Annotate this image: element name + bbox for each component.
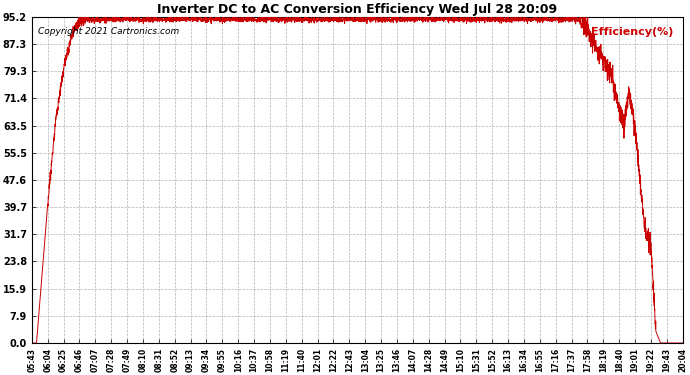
Text: Efficiency(%): Efficiency(%) bbox=[591, 27, 673, 37]
Title: Inverter DC to AC Conversion Efficiency Wed Jul 28 20:09: Inverter DC to AC Conversion Efficiency … bbox=[157, 3, 558, 16]
Text: Copyright 2021 Cartronics.com: Copyright 2021 Cartronics.com bbox=[38, 27, 179, 36]
